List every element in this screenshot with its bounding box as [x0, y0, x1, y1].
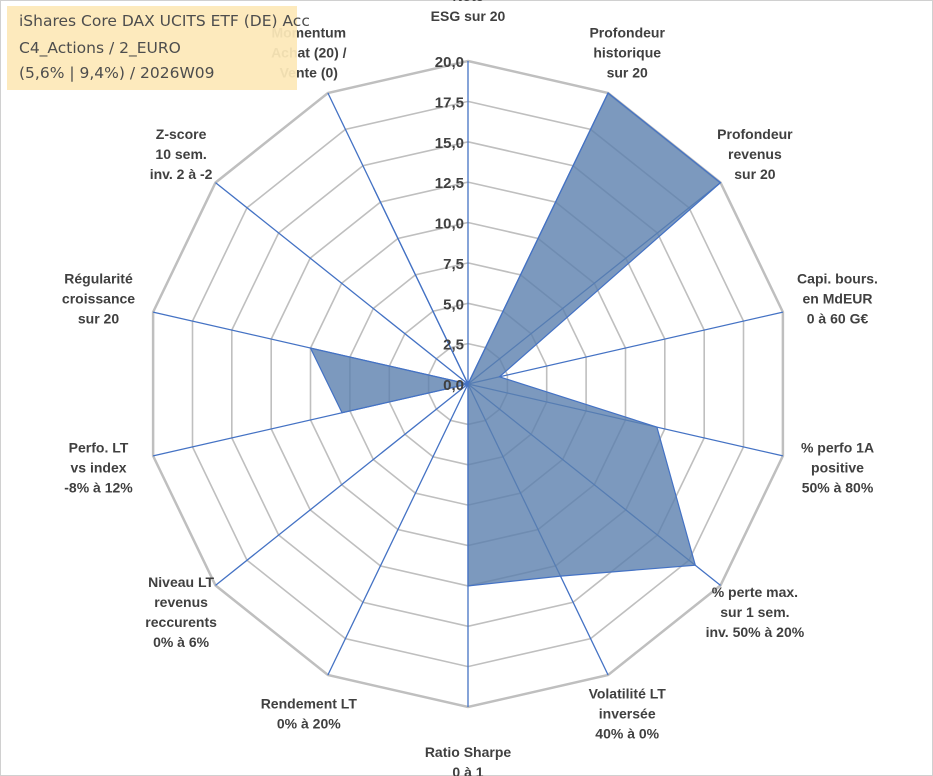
axis-label-line: sur 20: [607, 64, 648, 80]
axis-label-line: Régularité: [64, 271, 133, 287]
spoke-10: [215, 383, 469, 586]
spoke-13: [215, 182, 469, 385]
data-point-7: [559, 575, 562, 578]
axis-label-line: inv. 50% à 20%: [706, 624, 805, 640]
axis-label-3: Profondeur revenus sur 20: [717, 126, 793, 182]
chart-title-line-1: iShares Core DAX UCITS ETF (DE) Acc: [19, 12, 310, 30]
data-point-5: [655, 426, 658, 429]
series-layer: [309, 92, 722, 587]
data-point-4: [498, 375, 501, 378]
axis-label-line: Ratio Sharpe: [425, 744, 512, 760]
axis-label-line: sur 20: [734, 166, 775, 182]
axis-label-11: Perfo. LT vs index -8% à 12%: [64, 439, 133, 495]
tick-label: 12,5: [435, 175, 464, 192]
tick-label: 0,0: [443, 377, 464, 394]
axis-label-line: -8% à 12%: [64, 479, 133, 495]
data-point-13: [467, 383, 470, 386]
axis-label-9: Rendement LT 0% à 20%: [261, 696, 358, 732]
axis-label-5: % perfo 1A positive 50% à 80%: [801, 439, 874, 495]
axis-label-line: % perfo 1A: [801, 439, 874, 455]
axis-label-line: % perte max.: [712, 584, 798, 600]
axis-label-line: Niveau LT: [148, 574, 214, 590]
axis-label-line: sur 20: [78, 311, 119, 327]
axis-label-line: 0 à 60 G€: [807, 311, 869, 327]
axis-label-line: Profondeur: [717, 126, 793, 142]
axis-label-7: Volatilité LT inversée 40% à 0%: [589, 686, 667, 742]
spoke-9: [327, 383, 469, 676]
axis-label-6: % perte max. sur 1 sem. inv. 50% à 20%: [706, 584, 805, 640]
axis-label-line: Z-score: [156, 126, 207, 142]
data-point-3: [719, 181, 722, 184]
axis-label-line: Volatilité LT: [589, 686, 667, 702]
axis-label-line: historique: [593, 44, 661, 60]
axis-label-10: Niveau LT revenus reccurents 0% à 6%: [145, 574, 217, 650]
axis-label-line: croissance: [62, 291, 135, 307]
axis-label-line: sur 1 sem.: [720, 604, 789, 620]
axis-label-line: 0 à 1: [452, 764, 483, 776]
data-point-12: [309, 347, 312, 350]
axis-label-line: inv. 2 à -2: [150, 166, 213, 182]
axis-label-line: vs index: [70, 459, 126, 475]
tick-label: 20,0: [435, 54, 464, 71]
axis-label-line: positive: [811, 459, 864, 475]
data-point-14: [372, 186, 375, 189]
axis-label-line: Profondeur: [589, 24, 665, 40]
tick-label: 7,5: [443, 256, 464, 273]
axis-label-8: Ratio Sharpe 0 à 1: [425, 744, 512, 776]
chart-title-line-2: C4_Actions / 2_EURO: [19, 39, 181, 57]
axis-label-line: Capi. bours.: [797, 271, 878, 287]
data-point-8: [467, 584, 470, 587]
axis-label-line: 10 sem.: [155, 146, 206, 162]
axis-label-line: en MdEUR: [803, 291, 873, 307]
axis-label-line: 50% à 80%: [802, 479, 874, 495]
tick-label: 5,0: [443, 296, 464, 313]
axis-label-line: revenus: [728, 146, 782, 162]
axis-label-line: 0% à 6%: [153, 634, 210, 650]
axis-label-line: 0% à 20%: [277, 716, 341, 732]
axis-label-line: Note: [452, 0, 483, 4]
series-area: [309, 92, 722, 587]
tick-label: 15,0: [435, 135, 464, 152]
axis-label-line: inversée: [599, 706, 656, 722]
axis-label-line: reccurents: [145, 614, 217, 630]
tick-label: 2,5: [443, 337, 464, 354]
tick-label: 17,5: [435, 94, 464, 111]
axis-label-line: revenus: [154, 594, 208, 610]
chart-title-line-3: (5,6% | 9,4%) / 2026W09: [19, 64, 215, 82]
tick-layer: 0,0 2,5 5,0 7,5 10,0 12,5 15,0 17,5 20,0: [435, 54, 464, 394]
axis-label-1: Note ESG sur 20: [431, 0, 506, 24]
axis-label-line: ESG sur 20: [431, 8, 506, 24]
data-point-2: [607, 92, 610, 95]
label-layer: Note ESG sur 20 Profondeur historique sur 20…: [62, 0, 878, 776]
axis-label-12: Régularité croissance sur 20: [62, 271, 135, 327]
axis-label-4: Capi. bours. en MdEUR 0 à 60 G€: [797, 271, 878, 327]
data-point-11: [341, 411, 344, 414]
chart-title-box: iShares Core DAX UCITS ETF (DE) Acc C4_A…: [7, 6, 310, 90]
axis-label-line: Rendement LT: [261, 696, 358, 712]
axis-label-2: Profondeur historique sur 20: [589, 24, 665, 80]
axis-label-line: Perfo. LT: [69, 439, 129, 455]
tick-label: 10,0: [435, 216, 464, 233]
spoke-4: [467, 311, 784, 385]
data-point-6: [694, 564, 697, 567]
axis-label-line: 40% à 0%: [595, 726, 659, 742]
axis-label-13: Z-score 10 sem. inv. 2 à -2: [150, 126, 213, 182]
